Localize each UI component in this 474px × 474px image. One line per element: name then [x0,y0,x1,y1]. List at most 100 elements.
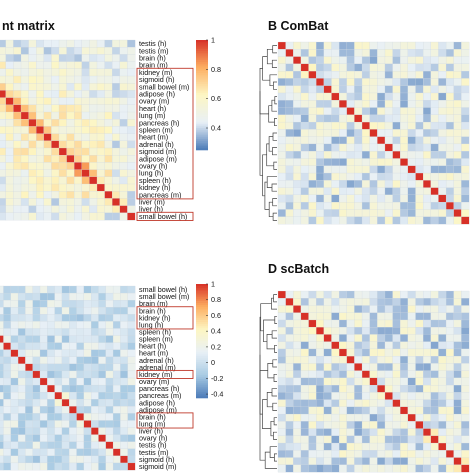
heatmap-cell [277,107,286,116]
heatmap-cell [308,70,317,79]
heatmap-cell [293,85,302,94]
heatmap-cell [76,342,85,350]
heatmap-cell [17,307,26,315]
heatmap-cell [81,147,90,156]
heatmap-cell [430,107,439,116]
heatmap-cell [89,90,98,98]
heatmap-cell [10,377,19,386]
heatmap-cell [112,140,121,149]
heatmap-cell [285,312,294,321]
heatmap-cell [445,202,454,210]
heatmap-cell [58,183,67,192]
heatmap-cell [331,56,340,65]
dendrogram-branch [274,344,277,353]
heatmap-cell [58,155,67,163]
heatmap-cell [277,370,286,379]
heatmap-cell [5,104,14,113]
heatmap-cell [338,421,348,429]
heatmap-cell [39,441,48,450]
heatmap-cell [453,413,462,422]
heatmap-cell [415,334,424,342]
heatmap-cell [105,363,114,372]
heatmap-cell [112,399,121,407]
heatmap-cell [20,111,29,120]
heatmap-cell [277,399,286,408]
heatmap-cell [331,348,340,357]
heatmap-cell [91,300,99,308]
heatmap-cell [430,406,439,415]
heatmap-cell [445,356,454,364]
heatmap-cell [43,119,52,127]
heatmap-cell [10,342,19,350]
heatmap-cell [25,349,33,358]
heatmap-cell [3,441,12,450]
heatmap-cell [285,341,294,350]
heatmap-cell [407,413,416,422]
heatmap-cell [277,92,286,101]
heatmap-cell [453,348,462,357]
heatmap-cell [445,165,454,174]
heatmap-cell [54,314,63,322]
heatmap-cell [285,92,294,101]
heatmap-cell [453,334,462,342]
heatmap-cell [369,334,378,342]
heatmap-cell [98,377,107,386]
heatmap-cell [453,356,462,364]
heatmap-cell [384,428,393,437]
heatmap-cell [415,121,424,130]
heatmap-cell [25,399,33,407]
heatmap-cell [400,209,409,217]
heatmap-cell [17,406,26,414]
heatmap-cell [338,363,348,371]
heatmap-cell [377,392,386,400]
heatmap-cell [346,442,355,451]
heatmap-cell [461,151,470,159]
heatmap-cell [308,442,317,451]
heatmap-cell [51,198,60,206]
heatmap-cell [69,328,77,336]
heatmap-cell [361,151,370,159]
heatmap-cell [3,292,12,301]
heatmap-cell [285,209,294,217]
heatmap-cell [120,392,128,400]
heatmap-cell [105,455,114,464]
colorbar-segment [196,58,208,61]
heatmap-cell [0,155,7,163]
heatmap-cell [430,158,439,167]
heatmap-cell [331,136,340,145]
heatmap-cell [445,63,454,72]
row-label: ovary (h) [139,162,167,171]
heatmap-cell [74,212,83,221]
dendrogram-branch [273,431,277,440]
heatmap-cell [430,305,439,313]
colorbar-segment [196,118,208,121]
heatmap-cell [58,97,67,106]
colorbar-segment [196,320,208,323]
highlight-box [136,412,194,429]
heatmap-cell [69,413,77,421]
heatmap-cell [119,126,128,134]
heatmap-cell [415,312,424,321]
heatmap-cell [104,169,113,178]
heatmap-cell [0,126,7,134]
heatmap-cell [98,285,107,294]
heatmap-cell [127,126,136,134]
heatmap-cell [423,413,432,422]
heatmap-cell [461,327,470,335]
heatmap-cell [66,169,75,178]
heatmap-cell [354,341,363,350]
colorbar-segment [196,96,208,99]
heatmap-cell [54,307,63,315]
heatmap-cell [47,434,55,442]
heatmap-cell [308,341,317,350]
heatmap-cell [89,162,98,170]
heatmap-cell [316,100,325,108]
heatmap-cell [91,335,99,343]
panel-d: D scBatch [259,262,470,473]
heatmap-cell [415,114,424,123]
heatmap-cell [89,47,98,55]
heatmap-cell [384,305,393,313]
heatmap-cell [83,328,92,336]
colorbar-segment [196,346,208,349]
heatmap-cell [369,151,378,159]
